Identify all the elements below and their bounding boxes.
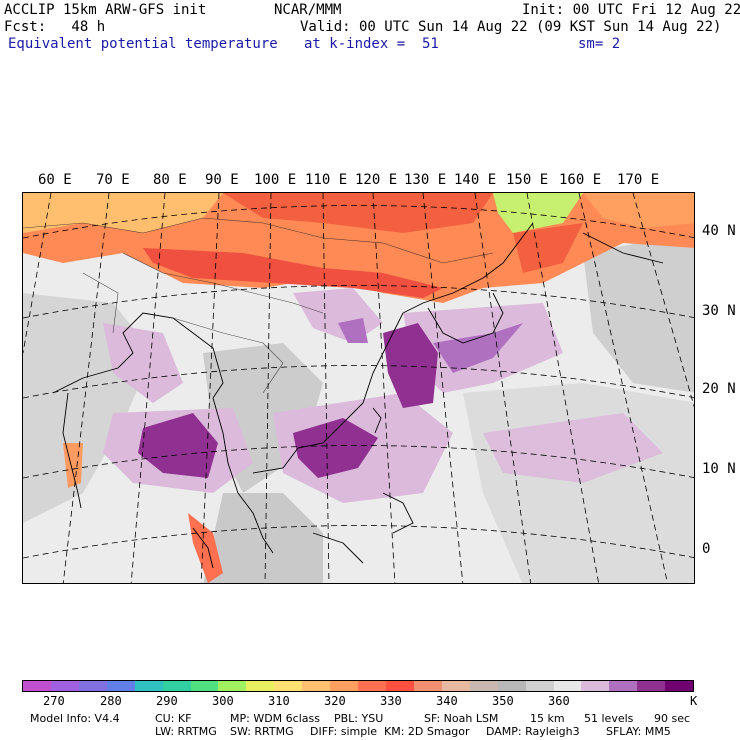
footer-sf: SF: Noah LSM <box>424 712 499 725</box>
colorbar-tick: 310 <box>268 694 290 708</box>
colorbar-swatch <box>23 681 51 691</box>
colorbar <box>22 680 694 692</box>
colorbar-tick: 300 <box>212 694 234 708</box>
colorbar-swatch <box>218 681 247 691</box>
colorbar-swatch <box>525 681 554 691</box>
colorbar-tick: 340 <box>436 694 458 708</box>
colorbar-swatch <box>274 681 303 691</box>
lon-label: 100 E <box>254 172 297 188</box>
footer-timestep: 90 sec <box>654 712 691 725</box>
colorbar-swatch <box>190 681 219 691</box>
footer-levels: 51 levels <box>584 712 634 725</box>
map-canvas <box>23 193 694 583</box>
smoothing: sm= 2 <box>578 36 621 52</box>
colorbar-swatch <box>497 681 526 691</box>
colorbar-swatch <box>246 681 275 691</box>
lon-label: 130 E <box>404 172 447 188</box>
colorbar-tick: 270 <box>43 694 65 708</box>
init-time: Init: 00 UTC Fri 12 Aug 22 <box>522 2 740 18</box>
colorbar-swatch <box>581 681 610 691</box>
colorbar-swatch <box>134 681 163 691</box>
lon-label: 90 E <box>205 172 239 188</box>
footer-sw: SW: RRTMG <box>230 725 294 738</box>
colorbar-swatch <box>469 681 498 691</box>
lat-label: 20 N <box>702 381 736 397</box>
lon-label: 60 E <box>38 172 72 188</box>
colorbar-swatch <box>553 681 582 691</box>
lon-label: 110 E <box>305 172 348 188</box>
lon-label: 70 E <box>96 172 130 188</box>
footer-cu: CU: KF <box>155 712 192 725</box>
colorbar-swatch <box>50 681 79 691</box>
colorbar-swatch <box>358 681 386 691</box>
lat-label: 0 <box>702 541 711 557</box>
forecast-hour: Fcst: 48 h <box>4 19 106 35</box>
colorbar-swatch <box>609 681 638 691</box>
lon-label: 150 E <box>506 172 549 188</box>
footer-resolution: 15 km <box>530 712 565 725</box>
lat-label: 30 N <box>702 303 736 319</box>
colorbar-tick: 320 <box>324 694 346 708</box>
colorbar-unit: K <box>690 694 698 708</box>
lat-label: 40 N <box>702 223 736 239</box>
field-name: Equivalent potential temperature <box>8 36 278 52</box>
lon-label: 160 E <box>559 172 602 188</box>
lat-label: 10 N <box>702 461 736 477</box>
colorbar-swatch <box>637 681 666 691</box>
footer-model-info: Model Info: V4.4 <box>30 712 120 725</box>
colorbar-tick: 330 <box>380 694 402 708</box>
colorbar-swatch <box>441 681 470 691</box>
colorbar-swatch <box>106 681 135 691</box>
colorbar-swatch <box>665 681 694 691</box>
footer-km: KM: 2D Smagor <box>384 725 470 738</box>
theta-e-map <box>22 192 695 584</box>
title-line1-left: ACCLIP 15km ARW-GFS init <box>4 2 207 18</box>
footer-damp: DAMP: Rayleigh3 <box>486 725 580 738</box>
footer-sflay: SFLAY: MM5 <box>606 725 671 738</box>
lon-label: 120 E <box>355 172 398 188</box>
colorbar-swatch <box>330 681 359 691</box>
lon-label: 170 E <box>617 172 660 188</box>
footer-pbl: PBL: YSU <box>334 712 384 725</box>
colorbar-tick: 280 <box>100 694 122 708</box>
title-line1-mid: NCAR/MMM <box>274 2 342 18</box>
colorbar-swatch <box>413 681 442 691</box>
lon-label: 140 E <box>454 172 497 188</box>
footer-diff: DIFF: simple <box>310 725 378 738</box>
footer-lw: LW: RRTMG <box>155 725 217 738</box>
colorbar-swatch <box>78 681 107 691</box>
valid-time: Valid: 00 UTC Sun 14 Aug 22 (09 KST Sun … <box>300 19 722 35</box>
colorbar-tick: 360 <box>548 694 570 708</box>
colorbar-tick: 350 <box>492 694 514 708</box>
colorbar-swatch <box>302 681 331 691</box>
colorbar-tick: 290 <box>156 694 178 708</box>
footer-mp: MP: WDM 6class <box>230 712 320 725</box>
lon-label: 80 E <box>153 172 187 188</box>
colorbar-swatch <box>162 681 191 691</box>
colorbar-swatch <box>385 681 414 691</box>
k-index: at k-index = 51 <box>304 36 439 52</box>
